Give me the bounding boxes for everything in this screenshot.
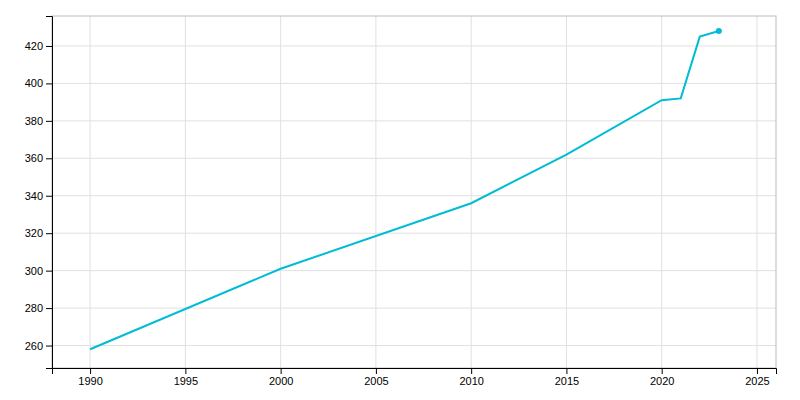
tick: 320 <box>25 227 52 239</box>
grid-line-x <box>375 16 376 368</box>
tick-label: 1995 <box>174 375 198 387</box>
tick-label: 420 <box>25 40 43 52</box>
tick-mark <box>46 271 52 272</box>
tick-label: 400 <box>25 77 43 89</box>
tick: 280 <box>25 302 52 314</box>
plot: 1990 1995 2000 2005 2010 2015 2020 2025 260 280 30… <box>25 16 777 387</box>
tick: 2000 <box>269 368 293 387</box>
tick-mark <box>46 121 52 122</box>
tick-label: 260 <box>25 340 43 352</box>
grid-line-x <box>90 16 91 368</box>
tick: 1990 <box>78 368 102 387</box>
tick-mark <box>90 368 91 374</box>
grid-line-x <box>566 16 567 368</box>
tick: 340 <box>25 190 52 202</box>
grid-line-y <box>52 45 776 46</box>
marks <box>90 28 722 349</box>
tick-mark <box>566 368 567 374</box>
grid-line-y <box>52 120 776 121</box>
grid-line-x <box>185 16 186 368</box>
grid-line-y <box>52 158 776 159</box>
y-axis: 260 280 300 320 340 360 380 400 420 <box>25 17 53 369</box>
tick: 380 <box>25 115 52 127</box>
grid-line-y <box>52 233 776 234</box>
tick: 420 <box>25 40 52 52</box>
tick-mark <box>757 368 758 374</box>
tick: 2020 <box>650 368 674 387</box>
tick-mark <box>281 368 282 374</box>
tick: 400 <box>25 77 52 89</box>
tick-mark <box>46 196 52 197</box>
grid-line-y <box>52 195 776 196</box>
tick-label: 2020 <box>650 375 674 387</box>
tick-mark <box>662 368 663 374</box>
tick-label: 2015 <box>555 375 579 387</box>
tick-mark <box>46 346 52 347</box>
grid-line-x <box>661 16 662 368</box>
tick: 1995 <box>174 368 198 387</box>
tick-label: 2005 <box>364 375 388 387</box>
grid-line-x <box>280 16 281 368</box>
end-point <box>716 28 722 34</box>
plot-frame <box>52 16 776 368</box>
tick-label: 1990 <box>78 375 102 387</box>
tick: 2005 <box>364 368 388 387</box>
tick-mark <box>46 158 52 159</box>
tick-mark <box>46 46 52 47</box>
axis-line <box>46 17 53 369</box>
tick-label: 2010 <box>459 375 483 387</box>
tick: 260 <box>25 340 52 352</box>
tick: 300 <box>25 265 52 277</box>
tick-label: 380 <box>25 115 43 127</box>
tick-label: 280 <box>25 302 43 314</box>
grid-line-y <box>52 308 776 309</box>
tick: 2025 <box>745 368 769 387</box>
tick-label: 360 <box>25 152 43 164</box>
line <box>90 31 719 349</box>
grid-line-y <box>52 270 776 271</box>
x-axis: 1990 1995 2000 2005 2010 2015 2020 2025 <box>53 368 777 387</box>
tick-mark <box>46 233 52 234</box>
tick-label: 2000 <box>269 375 293 387</box>
tick-label: 340 <box>25 190 43 202</box>
tick-mark <box>46 308 52 309</box>
grid <box>52 16 776 368</box>
tick-mark <box>376 368 377 374</box>
tick: 2010 <box>459 368 483 387</box>
tick: 2015 <box>555 368 579 387</box>
axis-line <box>53 369 777 375</box>
tick-mark <box>46 83 52 84</box>
tick: 360 <box>25 152 52 164</box>
grid-line-x <box>471 16 472 368</box>
tick-mark <box>185 368 186 374</box>
tick-label: 2025 <box>745 375 769 387</box>
tick-label: 300 <box>25 265 43 277</box>
tick-mark <box>471 368 472 374</box>
tick-label: 320 <box>25 227 43 239</box>
grid-line-y <box>52 83 776 84</box>
chart: 1990 1995 2000 2005 2010 2015 2020 2025 260 280 30… <box>0 0 800 400</box>
grid-line-y <box>52 345 776 346</box>
grid-line-x <box>756 16 757 368</box>
